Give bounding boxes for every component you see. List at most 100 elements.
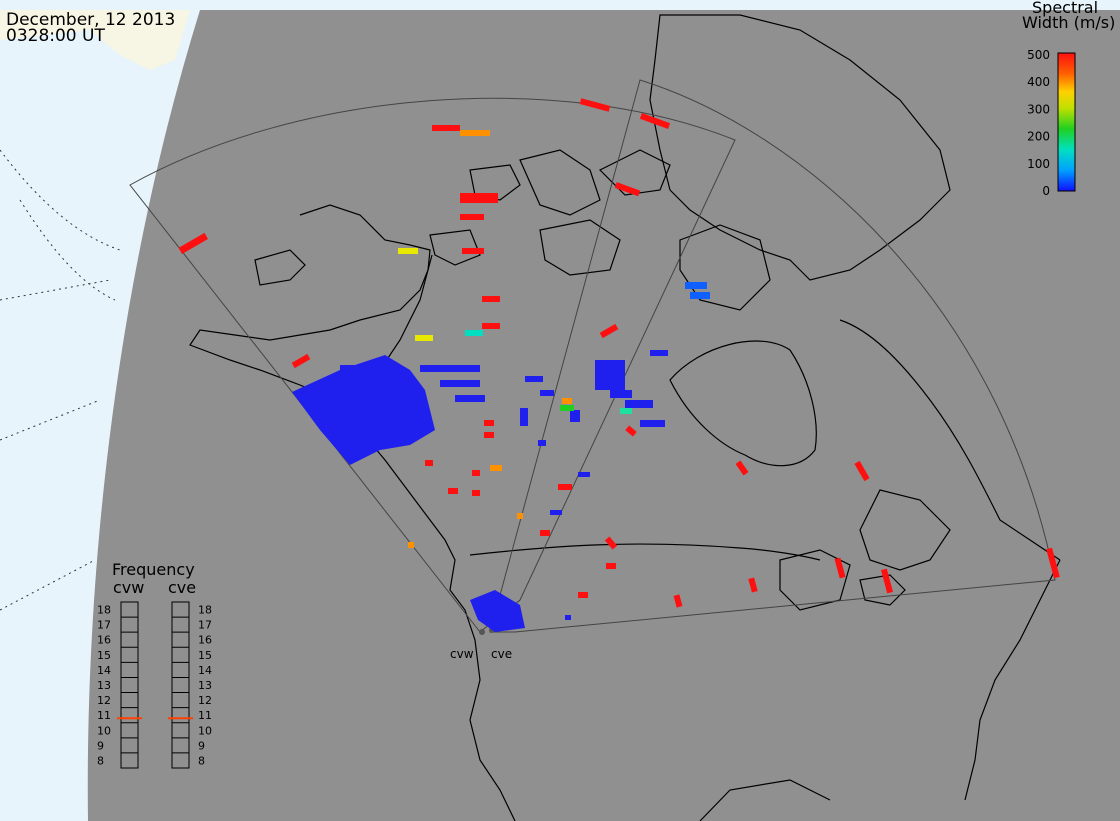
backscatter-cells	[178, 98, 1060, 632]
scatter-cell	[690, 292, 710, 299]
outer-graticule	[0, 149, 121, 611]
frequency-scale-label-left: 10	[97, 724, 111, 737]
colorbar-title-line2: Width (m/s)	[1022, 13, 1115, 32]
frequency-scale-label-left: 16	[97, 634, 111, 647]
scatter-cell	[595, 360, 625, 390]
scatter-cell	[673, 594, 683, 608]
colorbar-tick-label: 500	[1027, 48, 1050, 62]
frequency-scale-labels: 18 18 17 17 16 16 15 15 14 14 13 13 12 12 11 11 10 10 9 9 8 8	[97, 604, 212, 768]
scatter-cell	[415, 335, 433, 341]
scatter-cell	[484, 432, 494, 438]
frequency-scale-label-right: 12	[198, 694, 212, 707]
scatter-cell	[460, 214, 484, 220]
frequency-scale-label-left: 11	[97, 709, 111, 722]
scatter-cell	[490, 465, 502, 471]
scatter-cell	[455, 395, 485, 402]
colorbar-legend: Spectral Width (m/s) 500 400 300 200 100 0	[1022, 0, 1115, 198]
scatter-cell	[465, 330, 483, 336]
frequency-scale-label-left: 15	[97, 649, 111, 662]
scatter-cell	[520, 408, 528, 426]
scatter-cell	[472, 490, 480, 496]
scatter-cell	[625, 425, 637, 437]
colorbar-gradient	[1057, 52, 1076, 192]
scatter-cell	[880, 568, 894, 594]
colorbar-tick-label: 400	[1027, 75, 1050, 89]
scatter-cell	[570, 410, 580, 422]
scatter-cell	[685, 282, 707, 289]
frequency-column-cvw	[120, 601, 139, 769]
fov-cve	[489, 79, 1056, 633]
scatter-cell	[460, 130, 490, 136]
scatter-cell	[448, 488, 458, 494]
scatter-cell	[735, 460, 749, 476]
scatter-cell	[606, 563, 616, 569]
scatter-cell	[408, 542, 414, 548]
scatter-cell	[620, 408, 632, 414]
scatter-cell	[748, 577, 758, 593]
frequency-panel: Frequency cvw cve 18 18 17 17 16 16 15 15 14 14 13…	[97, 560, 212, 769]
colorbar-tick-label: 0	[1042, 184, 1050, 198]
frequency-label-right: cve	[168, 578, 196, 597]
scatter-blob-west	[292, 355, 435, 465]
colorbar-tick-label: 300	[1027, 102, 1050, 116]
frequency-grid	[121, 616, 189, 754]
scatter-cell	[291, 353, 311, 369]
outer-land-patch	[0, 10, 190, 70]
scatter-cell	[462, 248, 484, 254]
scatter-cell	[420, 365, 480, 372]
frequency-scale-label-right: 9	[198, 739, 205, 752]
frequency-label-left: cvw	[113, 578, 144, 597]
date-label: December, 12 2013	[6, 10, 175, 30]
frequency-scale-label-right: 16	[198, 634, 212, 647]
scatter-cell	[562, 398, 572, 404]
frequency-scale-label-left: 12	[97, 694, 111, 707]
scatter-cell	[640, 420, 665, 427]
frequency-scale-label-right: 15	[198, 649, 212, 662]
scatter-cell	[610, 390, 632, 398]
scatter-cell	[460, 193, 498, 203]
frequency-scale-label-right: 11	[198, 709, 212, 722]
scatter-cell	[560, 405, 574, 411]
scatter-cell	[482, 296, 500, 302]
scatter-cell	[482, 323, 500, 329]
frequency-scale-label-right: 18	[198, 604, 212, 617]
scatter-cell	[625, 400, 653, 408]
fov-outlines	[129, 79, 1056, 633]
scatter-cell	[517, 513, 523, 519]
scatter-cell	[599, 323, 619, 339]
scatter-cell	[578, 472, 590, 477]
scatter-cell	[854, 460, 870, 482]
scatter-cell	[578, 592, 588, 598]
frequency-scale-label-left: 8	[97, 754, 104, 767]
frequency-scale-label-right: 17	[198, 619, 212, 632]
radar-label-cvw: cvw	[450, 647, 474, 661]
scatter-cell	[540, 530, 550, 536]
radar-sites: cvw cve	[450, 627, 512, 661]
frequency-scale-label-left: 13	[97, 679, 111, 692]
scatter-cell	[398, 248, 418, 254]
time-label: 0328:00 UT	[6, 26, 105, 46]
frequency-scale-label-right: 8	[198, 754, 205, 767]
colorbar-title-line1: Spectral	[1032, 0, 1098, 17]
scatter-cell	[558, 484, 572, 490]
scatter-cell	[1046, 547, 1060, 579]
scatter-cell	[484, 420, 494, 426]
scatter-cell	[650, 350, 668, 356]
frequency-scale-label-right: 10	[198, 724, 212, 737]
colorbar-tick-labels: 500 400 300 200 100 0	[1027, 48, 1050, 198]
frequency-scale-label-left: 18	[97, 604, 111, 617]
colorbar-tick-label: 200	[1027, 130, 1050, 144]
radar-site-cvw	[479, 629, 485, 635]
scatter-cell	[540, 390, 554, 396]
scatter-cell	[525, 376, 543, 382]
frequency-column-cve	[171, 601, 190, 769]
scatter-cell	[639, 113, 671, 129]
coastlines	[189, 14, 1061, 821]
scatter-cell	[440, 380, 480, 387]
scatter-cell	[614, 182, 641, 197]
frequency-scale-label-right: 14	[198, 664, 212, 677]
scatter-cell	[432, 125, 460, 131]
map-disk	[87, 10, 1120, 821]
frequency-scale-label-left: 17	[97, 619, 111, 632]
scatter-cell	[834, 557, 846, 579]
